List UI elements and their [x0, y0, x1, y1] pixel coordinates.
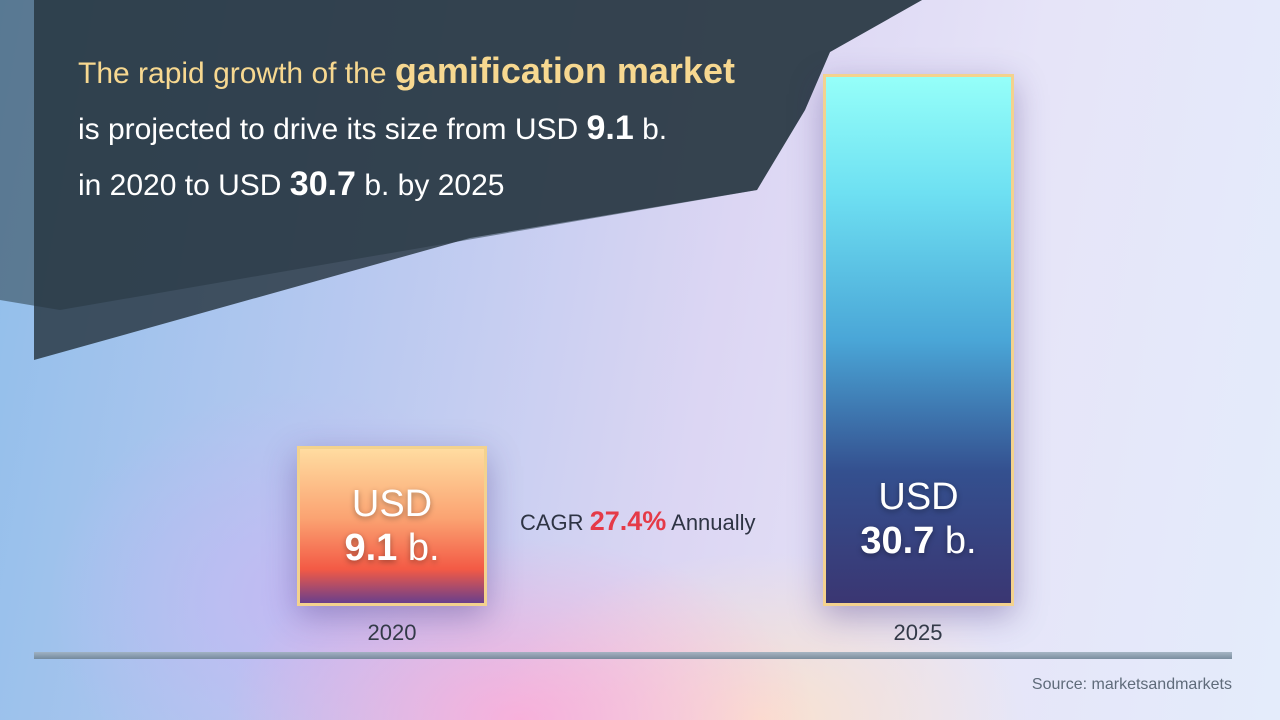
bar-2020-value-label: 9.1 b.	[344, 527, 440, 569]
cagr-annotation: CAGR 27.4% Annually	[520, 506, 756, 536]
source-note: Source: marketsandmarkets	[1031, 676, 1232, 693]
headline-line-3: in 2020 to USD 30.7 b. by 2025	[78, 165, 505, 203]
headline-emphasis: gamification market	[394, 50, 735, 91]
bar-2020-currency: USD	[351, 483, 433, 525]
bar-2025: USD 30.7 b.	[823, 74, 1014, 606]
x-tick-label-2020: 2020	[367, 620, 417, 645]
chart-baseline	[34, 652, 1232, 659]
bar-2025-value-label: 30.7 b.	[860, 520, 977, 562]
headline-line-1: The rapid growth of the gamification mar…	[78, 50, 735, 91]
cagr-value: 27.4%	[589, 506, 667, 536]
headline-value-2025: 30.7	[289, 165, 356, 203]
headline-value-2020: 9.1	[586, 109, 634, 147]
bar-2025-currency: USD	[878, 476, 959, 518]
x-tick-label-2025: 2025	[893, 620, 943, 645]
bar-2020: USD 9.1 b.	[297, 446, 487, 606]
headline-line-2: is projected to drive its size from USD …	[78, 109, 668, 147]
headline: The rapid growth of the gamification mar…	[78, 44, 838, 213]
